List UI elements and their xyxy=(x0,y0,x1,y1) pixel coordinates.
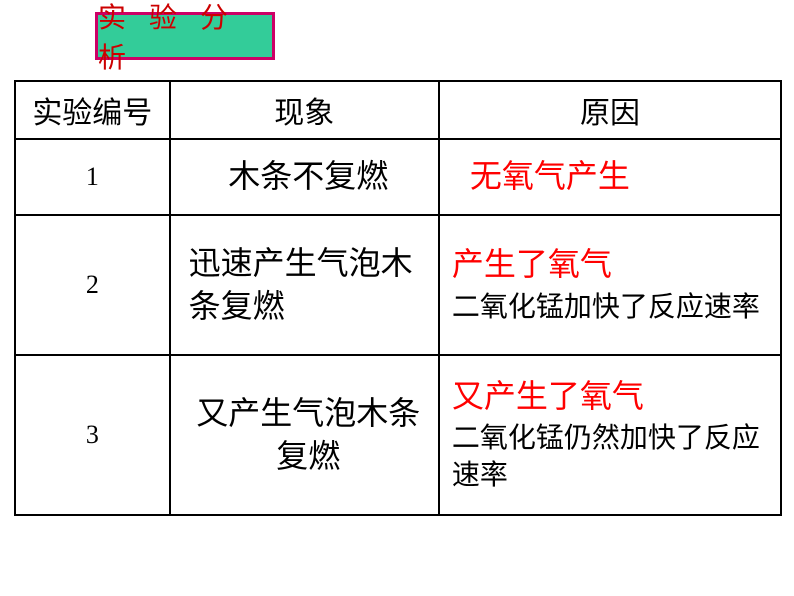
reason-red-text: 无氧气产生 xyxy=(450,156,770,198)
table-row: 1 木条不复燃 无氧气产生 xyxy=(15,139,781,215)
experiment-table: 实验编号 现象 原因 1 木条不复燃 无氧气产生 2 迅速产生气泡木条复燃 产生… xyxy=(14,80,782,516)
header-col3: 原因 xyxy=(439,81,781,139)
reason-red-text: 又产生了氧气 xyxy=(452,376,770,418)
phenomenon-cell: 又产生气泡木条复燃 xyxy=(170,355,439,515)
phenomenon-cell: 木条不复燃 xyxy=(170,139,439,215)
title-text: 实 验 分 析 xyxy=(98,0,272,76)
phenomenon-cell: 迅速产生气泡木条复燃 xyxy=(170,215,439,355)
exp-number: 1 xyxy=(15,139,170,215)
header-col1: 实验编号 xyxy=(15,81,170,139)
reason-cell: 产生了氧气 二氧化锰加快了反应速率 xyxy=(439,215,781,355)
reason-cell: 又产生了氧气 二氧化锰仍然加快了反应速率 xyxy=(439,355,781,515)
exp-number: 2 xyxy=(15,215,170,355)
reason-black-text: 二氧化锰仍然加快了反应速率 xyxy=(452,421,770,494)
exp-number: 3 xyxy=(15,355,170,515)
reason-black-text: 二氧化锰加快了反应速率 xyxy=(452,290,770,326)
title-box: 实 验 分 析 xyxy=(95,12,275,60)
table-row: 3 又产生气泡木条复燃 又产生了氧气 二氧化锰仍然加快了反应速率 xyxy=(15,355,781,515)
reason-red-text: 产生了氧气 xyxy=(452,244,770,286)
table-header-row: 实验编号 现象 原因 xyxy=(15,81,781,139)
reason-cell: 无氧气产生 xyxy=(439,139,781,215)
header-col2: 现象 xyxy=(170,81,439,139)
table-row: 2 迅速产生气泡木条复燃 产生了氧气 二氧化锰加快了反应速率 xyxy=(15,215,781,355)
